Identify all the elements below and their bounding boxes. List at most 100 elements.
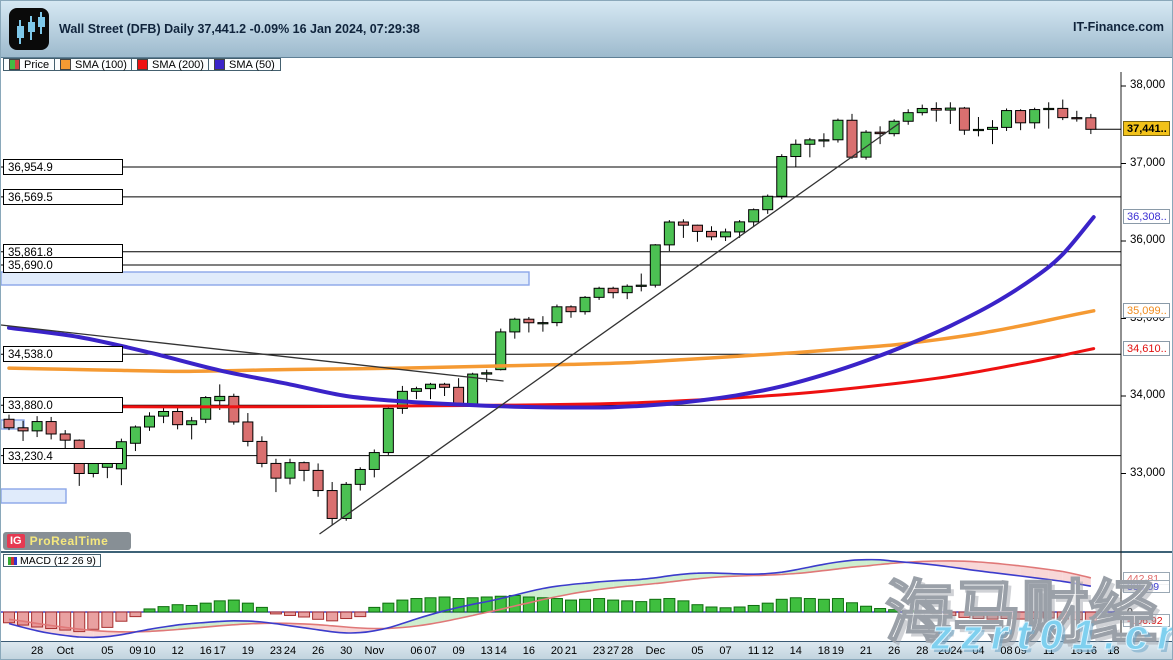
tab-sma100[interactable]: SMA (100)	[54, 58, 133, 71]
candle-body[interactable]	[425, 383, 436, 390]
candle-body[interactable]	[59, 433, 71, 441]
descending-trendline[interactable]	[1, 324, 504, 382]
candle-body[interactable]	[1015, 110, 1027, 124]
time-axis-label: 21	[564, 645, 578, 657]
annotation-rectangle[interactable]	[1, 271, 530, 286]
candle-body[interactable]	[242, 421, 254, 442]
candle-body[interactable]	[860, 131, 872, 158]
candle-body[interactable]	[172, 411, 184, 426]
level-label[interactable]: 35,690.0	[3, 257, 123, 274]
candle-body[interactable]	[284, 462, 296, 479]
ascending-trendline[interactable]	[319, 122, 901, 535]
candle-body[interactable]	[256, 440, 268, 464]
sma100-line[interactable]	[7, 309, 1096, 374]
sma50-line[interactable]	[7, 215, 1096, 410]
candle-body[interactable]	[509, 318, 521, 333]
candle-body[interactable]	[902, 112, 914, 122]
level-label[interactable]: 36,569.5	[3, 188, 123, 205]
candle-body[interactable]	[495, 331, 507, 371]
candle-body[interactable]	[734, 221, 746, 233]
candle-body[interactable]	[214, 395, 226, 402]
candle-body[interactable]	[326, 490, 338, 519]
candle-body[interactable]	[1001, 110, 1013, 128]
candle-body[interactable]	[312, 469, 324, 492]
candle-body[interactable]	[270, 462, 282, 479]
candle-body[interactable]	[537, 322, 549, 325]
time-axis-label: 08	[1000, 645, 1013, 657]
candle-body[interactable]	[523, 318, 535, 324]
candle-body[interactable]	[790, 143, 802, 158]
candle-body[interactable]	[439, 383, 451, 388]
candle-body[interactable]	[1029, 109, 1041, 124]
candle-body[interactable]	[368, 452, 380, 470]
time-axis[interactable]: 28 Oct 05 09 10 12 16 17 19 23 24 26 30 Nov 06 07 09 13 14…	[1, 641, 1172, 659]
candle-body[interactable]	[958, 107, 970, 131]
candlestick-app-icon[interactable]	[9, 8, 49, 50]
candle-body[interactable]	[158, 411, 170, 417]
candle-body[interactable]	[846, 119, 858, 158]
candle-body[interactable]	[663, 221, 675, 246]
level-label[interactable]: 33,880.0	[3, 397, 123, 414]
candle-body[interactable]	[467, 373, 479, 406]
candle-body[interactable]	[410, 388, 422, 392]
annotation-rectangle[interactable]	[1, 488, 67, 504]
candle-body[interactable]	[593, 287, 605, 298]
candle-body[interactable]	[579, 296, 591, 313]
candle-body[interactable]	[1085, 117, 1097, 130]
candle-body[interactable]	[972, 128, 984, 132]
candle-body[interactable]	[481, 372, 493, 375]
prorealtime-badge[interactable]: IG ProRealTime	[3, 532, 131, 550]
candle-body[interactable]	[354, 468, 366, 485]
candle-body[interactable]	[565, 306, 577, 313]
tab-macd-indicator[interactable]: MACD (12 26 9)	[3, 554, 101, 567]
level-label[interactable]: 33,230.4	[3, 447, 123, 464]
candle-body[interactable]	[1057, 107, 1069, 119]
candle-body[interactable]	[706, 230, 717, 238]
candle-body[interactable]	[874, 131, 886, 135]
candle-body[interactable]	[87, 462, 99, 474]
candle-body[interactable]	[720, 231, 732, 238]
candle-body[interactable]	[17, 427, 29, 432]
candle-body[interactable]	[762, 195, 774, 211]
candle-body[interactable]	[916, 107, 928, 114]
candle-body[interactable]	[607, 287, 619, 294]
candle-body[interactable]	[45, 421, 57, 435]
candle-body[interactable]	[144, 415, 155, 428]
candle-body[interactable]	[228, 395, 240, 423]
tab-sma50[interactable]: SMA (50)	[208, 58, 281, 71]
macd-main-line[interactable]	[8, 558, 1092, 639]
candle-body[interactable]	[649, 244, 661, 286]
candle-body[interactable]	[453, 386, 465, 406]
candle-body[interactable]	[186, 420, 198, 426]
candle-body[interactable]	[677, 221, 689, 226]
macd-value-label: -106.92	[1123, 614, 1170, 628]
level-label[interactable]: 36,954.9	[3, 158, 123, 175]
candle-body[interactable]	[930, 107, 942, 111]
candle-body[interactable]	[551, 306, 563, 324]
candle-body[interactable]	[621, 285, 633, 294]
candle-body[interactable]	[382, 407, 394, 454]
candle-body[interactable]	[129, 426, 141, 444]
candle-body[interactable]	[987, 126, 998, 130]
candle-body[interactable]	[818, 139, 830, 142]
candle-body[interactable]	[776, 156, 788, 197]
tab-price[interactable]: Price	[3, 58, 56, 71]
candle-body[interactable]	[1071, 117, 1083, 120]
level-label[interactable]: 34,538.0	[3, 346, 123, 363]
candle-body[interactable]	[3, 418, 15, 429]
candle-body[interactable]	[944, 107, 956, 111]
candle-body[interactable]	[748, 209, 760, 223]
candle-body[interactable]	[635, 284, 647, 287]
tab-sma200[interactable]: SMA (200)	[131, 58, 210, 71]
candle-body[interactable]	[101, 462, 113, 468]
candle-body[interactable]	[1043, 107, 1055, 111]
candle-body[interactable]	[340, 483, 352, 519]
candle-body[interactable]	[31, 421, 43, 432]
candle-body[interactable]	[804, 139, 816, 145]
candle-body[interactable]	[298, 462, 310, 471]
sma200-line[interactable]	[7, 347, 1096, 409]
candle-body[interactable]	[832, 119, 844, 141]
candle-body[interactable]	[200, 397, 212, 420]
candle-body[interactable]	[691, 224, 703, 232]
